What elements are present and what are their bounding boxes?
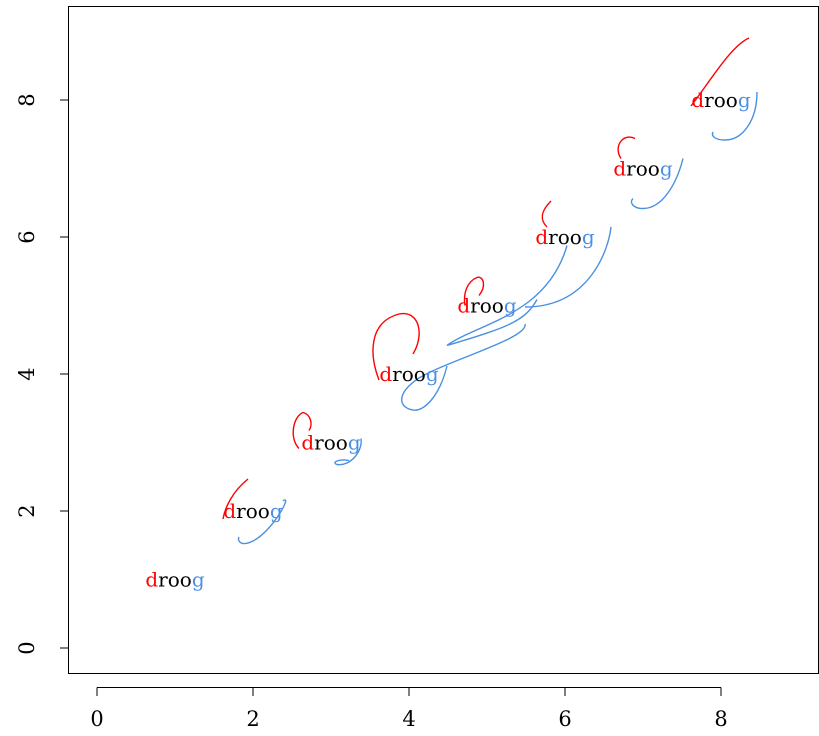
red-flourish — [292, 411, 312, 449]
blue-flourish — [401, 323, 526, 411]
middle-letters: roo — [392, 362, 426, 386]
x-tick-label: 0 — [90, 707, 103, 731]
blue-flourish — [524, 226, 612, 308]
y-tick-label: 6 — [15, 230, 39, 243]
first-letter: d — [379, 362, 392, 386]
first-letter: d — [457, 294, 470, 318]
last-letter: g — [504, 294, 517, 318]
data-point-label: droog — [535, 225, 594, 249]
last-letter: g — [660, 157, 673, 181]
middle-letters: roo — [626, 157, 660, 181]
first-letter: d — [691, 88, 704, 112]
blue-flourish — [630, 158, 684, 210]
y-tick-label: 4 — [15, 367, 39, 380]
flourish-layer — [222, 37, 758, 545]
data-point-label: droog — [613, 157, 672, 181]
middle-letters: roo — [314, 431, 348, 455]
middle-letters: roo — [704, 88, 738, 112]
first-letter: d — [301, 431, 314, 455]
first-letter: d — [145, 568, 158, 592]
data-point-label: droog — [145, 568, 204, 592]
data-point-label: droog — [691, 88, 750, 112]
y-tick-label: 0 — [15, 641, 39, 654]
red-flourish — [617, 136, 636, 159]
red-flourish — [222, 478, 249, 520]
middle-letters: roo — [158, 568, 192, 592]
y-tick-label: 8 — [15, 93, 39, 106]
last-letter: g — [426, 362, 439, 386]
y-axis: 0 2 4 6 8 — [15, 93, 69, 655]
last-letter: g — [270, 499, 283, 523]
blue-flourish — [237, 499, 287, 545]
last-letter: g — [582, 225, 595, 249]
middle-letters: roo — [548, 225, 582, 249]
blue-flourish — [446, 245, 568, 347]
data-point-label: droog — [301, 431, 360, 455]
red-flourish — [690, 37, 750, 107]
x-tick-label: 6 — [558, 707, 571, 731]
middle-letters: roo — [470, 294, 504, 318]
last-letter: g — [738, 88, 751, 112]
x-tick-label: 8 — [714, 707, 727, 731]
blue-flourish — [334, 438, 362, 466]
blue-flourish — [711, 91, 758, 141]
first-letter: d — [223, 499, 236, 523]
x-axis: 0 2 4 6 8 — [90, 687, 728, 731]
red-flourish — [463, 276, 485, 306]
red-flourish — [541, 200, 552, 228]
data-point-label: droog — [457, 294, 516, 318]
x-tick-label: 4 — [402, 707, 415, 731]
x-tick-label: 2 — [246, 707, 259, 731]
data-point-label: droog — [379, 362, 438, 386]
red-flourish — [372, 312, 420, 381]
last-letter: g — [348, 431, 361, 455]
first-letter: d — [535, 225, 548, 249]
data-point-label: droog — [223, 499, 282, 523]
y-tick-label: 2 — [15, 504, 39, 517]
first-letter: d — [613, 157, 626, 181]
last-letter: g — [192, 568, 205, 592]
middle-letters: roo — [236, 499, 270, 523]
